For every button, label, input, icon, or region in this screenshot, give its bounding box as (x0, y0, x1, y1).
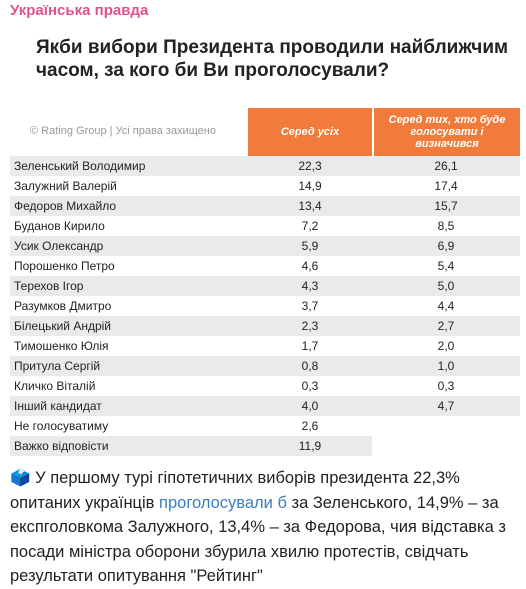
table-row: Зеленський Володимир 22,3 26,1 (10, 156, 520, 176)
cell-value: 2,7 (437, 319, 455, 333)
cell-value: 26,1 (434, 159, 458, 173)
candidate-name: Притула Сергій (14, 359, 101, 373)
table-row: Не голосуватиму 2,6 (10, 416, 520, 436)
table-row: Залужний Валерій 14,9 17,4 (10, 176, 520, 196)
column-header: Серед усіх (248, 108, 372, 156)
cell-value: 2,3 (301, 319, 319, 333)
post-text: 🗳️ У першому турі гіпотетичних виборів п… (10, 466, 518, 589)
candidate-name: Важко відповісти (14, 439, 109, 453)
candidate-name: Буданов Кирило (14, 219, 105, 233)
table-row: Разумков Дмитро 3,7 4,4 (10, 296, 520, 316)
table-row: Важко відповісти 11,9 (10, 436, 520, 456)
candidate-name: Кличко Віталій (14, 379, 96, 393)
card-title: Якби вибори Президента проводили найближ… (36, 37, 509, 81)
cell-value: 4,6 (301, 259, 319, 273)
candidate-name: Тимошенко Юлія (14, 339, 109, 353)
table-row: Федоров Михайло 13,4 15,7 (10, 196, 520, 216)
cell-value: 4,4 (437, 299, 455, 313)
cell-value: 0,3 (301, 379, 319, 393)
cell-value: 4,7 (437, 399, 455, 413)
empty-cell (372, 436, 520, 456)
candidate-name: Не голосуватиму (14, 419, 109, 433)
cell-value: 11,9 (298, 439, 322, 453)
candidate-name: Білецький Андрій (14, 319, 112, 333)
candidate-name: Усик Олександр (14, 239, 104, 253)
cell-value: 15,7 (434, 199, 458, 213)
cell-value: 8,5 (437, 219, 455, 233)
column-header: Серед тих, хто буде голосувати і визначи… (374, 108, 520, 156)
text: У першому турі гіпотетичних виборів през… (10, 469, 460, 512)
table-row: Терехов Ігор 4,3 5,0 (10, 276, 520, 296)
cell-value: 6,9 (437, 239, 455, 253)
cell-value: 5,0 (437, 279, 455, 293)
table-row: Порошенко Петро 4,6 5,4 (10, 256, 520, 276)
cell-value: 1,0 (437, 359, 455, 373)
cell-value: 13,4 (298, 199, 322, 213)
cell-value: 1,7 (301, 339, 319, 353)
table-row: Інший кандидат 4,0 4,7 (10, 396, 520, 416)
cell-value: 2,6 (301, 419, 319, 433)
candidate-name: Терехов Ігор (14, 279, 84, 293)
credit: © Rating Group | Усі права захищено (30, 125, 216, 137)
channel-name[interactable]: Українська правда (10, 2, 149, 19)
cell-value: 22,3 (298, 159, 322, 173)
candidate-name: Разумков Дмитро (14, 299, 112, 313)
cell-value: 14,9 (298, 179, 322, 193)
icon: 🗳️ (10, 469, 31, 487)
cell-value: 5,9 (301, 239, 319, 253)
table: Зеленський Володимир 22,3 26,1 Залужний Вал… (10, 156, 520, 456)
cell-value: 5,4 (437, 259, 455, 273)
table-row: Притула Сергій 0,8 1,0 (10, 356, 520, 376)
cell-value: 4,0 (301, 399, 319, 413)
cell-value: 3,7 (301, 299, 319, 313)
cell-value: 0,3 (437, 379, 455, 393)
candidate-name: Інший кандидат (14, 399, 102, 413)
cell-value: 7,2 (301, 219, 319, 233)
table-row: Білецький Андрій 2,3 2,7 (10, 316, 520, 336)
table-row: Усик Олександр 5,9 6,9 (10, 236, 520, 256)
candidate-name: Залужний Валерій (14, 179, 117, 193)
cell-value: 17,4 (434, 179, 458, 193)
table-row: Тимошенко Юлія 1,7 2,0 (10, 336, 520, 356)
candidate-name: Федоров Михайло (14, 199, 117, 213)
text: за Зеленського, 14,9% – за експголовкома… (10, 493, 506, 586)
link[interactable]: проголосували б (159, 493, 287, 512)
cell-value: 2,0 (437, 339, 455, 353)
cell-value: 0,8 (301, 359, 319, 373)
empty-cell (372, 416, 520, 436)
candidate-name: Зеленський Володимир (14, 159, 146, 173)
table-row: Кличко Віталій 0,3 0,3 (10, 376, 520, 396)
table-row: Буданов Кирило 7,2 8,5 (10, 216, 520, 236)
cell-value: 4,3 (301, 279, 319, 293)
candidate-name: Порошенко Петро (14, 259, 115, 273)
